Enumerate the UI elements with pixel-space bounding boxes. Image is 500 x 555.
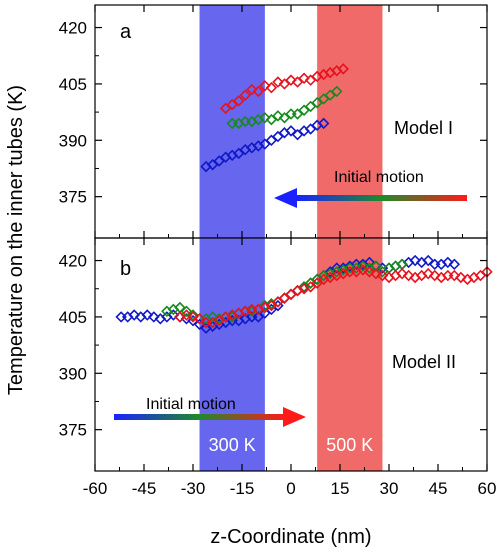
panel-b: 300 K 500 K 375 390 405 420 -60 -45 -30 -15 0 15 3… (59, 237, 497, 498)
data-point (115, 311, 127, 323)
data-point (331, 85, 343, 98)
data-point (148, 311, 160, 323)
data-point (337, 63, 349, 75)
x-tick-label: -45 (132, 479, 157, 498)
data-point (429, 269, 441, 282)
data-point (357, 264, 369, 276)
x-tick-label: -15 (230, 479, 255, 498)
data-point (272, 110, 284, 122)
panel-b-label: b (120, 258, 131, 280)
data-point (448, 258, 461, 271)
data-point (265, 81, 278, 94)
data-point (317, 117, 330, 130)
data-point (180, 309, 193, 321)
data-point (376, 269, 389, 282)
x-tick-label: 30 (380, 479, 399, 498)
x-tick-label: -30 (181, 479, 206, 498)
data-point (246, 83, 258, 96)
panel-a-series (200, 63, 349, 173)
data-series (219, 63, 349, 115)
panel-a-y-ticks: 375 390 405 420 (59, 19, 487, 207)
band-label: 300 K (209, 435, 256, 455)
panel-b-bands: 300 K 500 K (199, 238, 383, 471)
panel-a-initial-motion-arrow (274, 188, 467, 208)
x-tick-label: 60 (478, 479, 497, 498)
y-tick-label: 420 (59, 19, 87, 38)
panel-a-arrow-label: Initial motion (334, 169, 424, 186)
data-point (370, 267, 382, 280)
data-series (115, 254, 461, 334)
data-point (252, 85, 265, 98)
data-point (187, 311, 199, 323)
y-tick-label: 420 (59, 252, 87, 271)
x-axis-label: z-Coordinate (nm) (210, 526, 371, 548)
y-tick-label: 405 (59, 75, 87, 94)
data-series (200, 117, 330, 173)
y-tick-label: 375 (59, 421, 87, 440)
data-point (455, 271, 467, 284)
data-point (396, 267, 408, 280)
panel-a-model-label: Model I (394, 118, 453, 138)
data-point (409, 254, 421, 267)
data-point (363, 266, 376, 278)
panel-b-y-ticks: 375 390 405 420 (59, 252, 487, 440)
data-point (239, 89, 251, 101)
data-point (298, 72, 310, 85)
data-point (442, 256, 454, 269)
data-point (448, 269, 461, 282)
y-axis-label: Temperature on the inner tubes (K) (5, 85, 27, 395)
data-point (259, 112, 271, 124)
y-tick-label: 375 (59, 188, 87, 207)
data-point (285, 74, 297, 86)
temperature-band (199, 5, 265, 238)
data-point (422, 267, 434, 280)
panel-a-bands (199, 5, 383, 238)
x-tick-label: 0 (286, 479, 295, 498)
panel-b-model-label: Model II (392, 352, 456, 372)
panel-b-initial-motion-arrow (114, 407, 306, 427)
panel-a: 375 390 405 420 a Model I Initial motion (59, 4, 488, 239)
panel-a-label: a (120, 21, 132, 43)
panel-b-x-ticks: -60 -45 -30 -15 0 15 30 45 60 (83, 238, 497, 498)
panel-b-arrow-label: Initial motion (146, 396, 236, 413)
panel-b-frame (94, 237, 488, 472)
data-series (174, 264, 493, 329)
data-point (370, 260, 382, 272)
data-point (402, 269, 415, 282)
band-label: 500 K (326, 435, 373, 455)
data-series (226, 85, 343, 130)
data-point (422, 254, 434, 267)
x-tick-label: -60 (83, 479, 108, 498)
y-tick-label: 390 (59, 131, 87, 150)
data-point (128, 309, 140, 321)
data-point (193, 313, 206, 325)
y-tick-label: 405 (59, 308, 87, 327)
data-point (357, 260, 369, 272)
x-tick-label: 15 (331, 479, 350, 498)
data-point (272, 76, 284, 88)
data-point (259, 80, 271, 92)
temperature-band (199, 238, 265, 471)
data-point (285, 125, 297, 137)
x-tick-label: 45 (429, 479, 448, 498)
y-tick-label: 390 (59, 364, 87, 383)
data-point (233, 95, 245, 107)
data-point (206, 311, 219, 323)
data-point (141, 309, 153, 321)
panel-b-series (115, 254, 493, 334)
data-point (180, 305, 193, 318)
